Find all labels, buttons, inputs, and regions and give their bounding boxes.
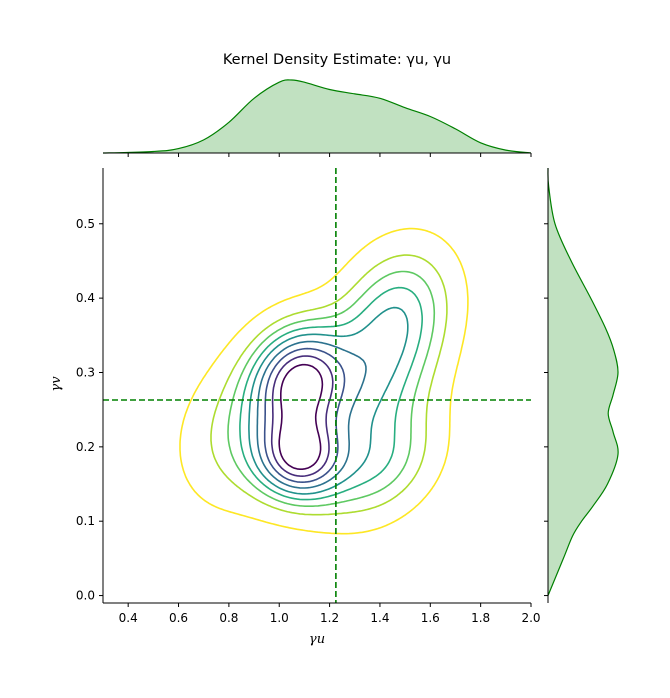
joint-density-plot: 0.4 0.6 0.8 1.0 1.2 1.4 1.6 1.8 2.0 0.0 0.1 0.2 0.3 0… — [76, 168, 541, 625]
contour-level-1 — [278, 363, 324, 470]
contour-level-4 — [256, 340, 367, 489]
contour-set — [179, 227, 469, 535]
contour-level-8 — [210, 254, 448, 516]
contour-level-5 — [248, 306, 409, 495]
y-tick-label: 0.5 — [76, 217, 95, 231]
x-tick-label: 1.0 — [270, 611, 289, 625]
x-tick-label: 1.6 — [421, 611, 440, 625]
contour-level-7 — [227, 270, 436, 507]
contour-level-2 — [270, 355, 334, 477]
y-tick-label: 0.0 — [76, 589, 95, 603]
contour-level-6 — [239, 286, 423, 501]
x-axis-label: γu — [309, 632, 325, 647]
x-tick-label: 0.4 — [119, 611, 138, 625]
marginal-x-fill — [103, 79, 531, 153]
marginal-x-density — [102, 79, 532, 157]
axes: 0.4 0.6 0.8 1.0 1.2 1.4 1.6 1.8 2.0 0.0 0.1 0.2 0.3 0… — [76, 168, 541, 625]
y-tick-label: 0.2 — [76, 440, 95, 454]
x-tick-label: 1.8 — [471, 611, 490, 625]
x-tick-label: 1.4 — [370, 611, 389, 625]
y-tick-label: 0.4 — [76, 291, 95, 305]
marginal-y-curve — [547, 167, 619, 596]
reference-lines — [103, 168, 531, 603]
y-axis-label: γv — [49, 376, 64, 392]
chart-title: Kernel Density Estimate: γu, γu — [223, 52, 451, 68]
contour-level-9 — [179, 227, 469, 535]
marginal-y-density — [544, 167, 619, 603]
y-tick-label: 0.3 — [76, 365, 95, 379]
y-tick-label: 0.1 — [76, 514, 95, 528]
x-tick-label: 2.0 — [521, 611, 540, 625]
x-tick-label: 1.2 — [320, 611, 339, 625]
x-tick-label: 0.6 — [169, 611, 188, 625]
marginal-x-curve — [102, 79, 532, 154]
x-tick-label: 0.8 — [219, 611, 238, 625]
marginal-y-fill — [547, 168, 619, 596]
